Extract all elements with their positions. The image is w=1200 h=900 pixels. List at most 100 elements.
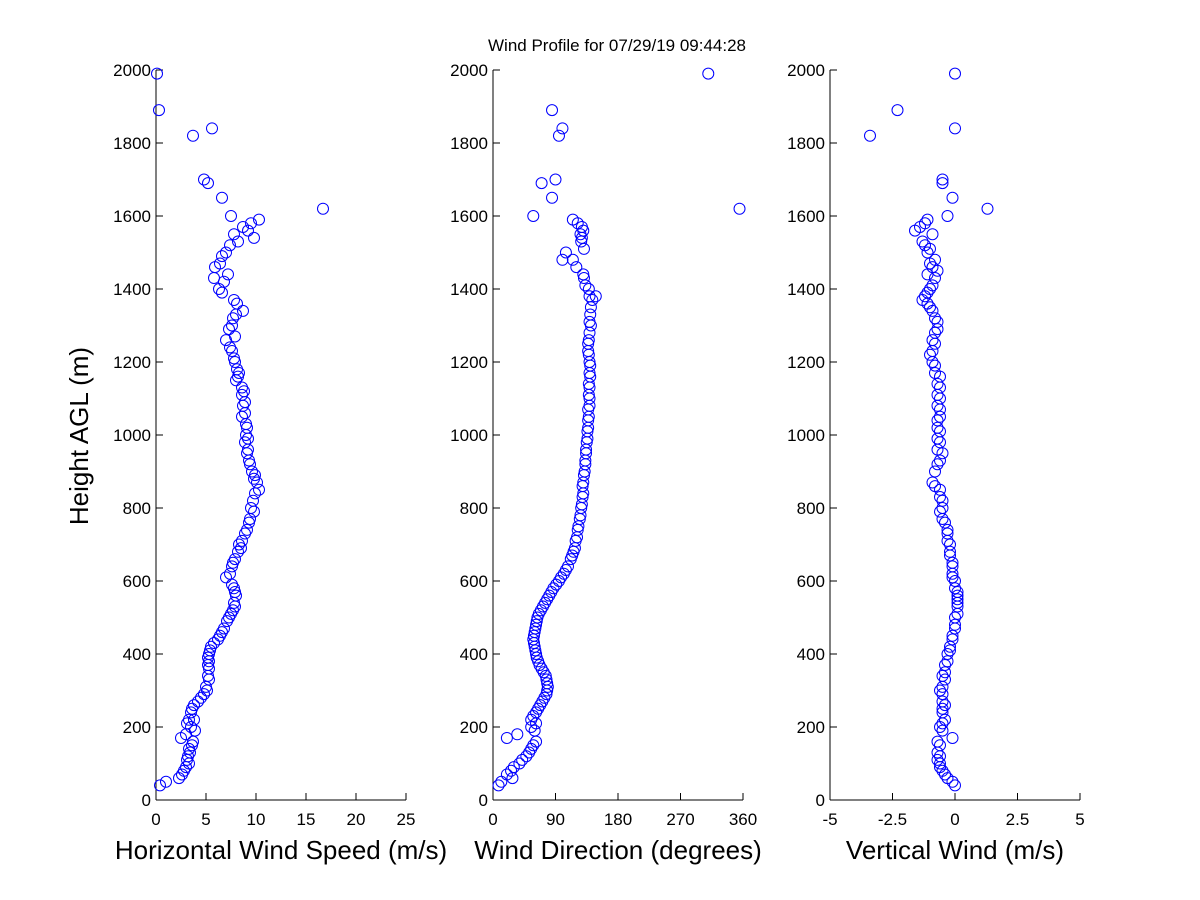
data-point bbox=[208, 637, 220, 650]
data-point bbox=[233, 366, 245, 379]
y-tick-label: 1200 bbox=[450, 353, 488, 372]
data-point bbox=[924, 348, 936, 361]
data-point bbox=[527, 210, 540, 222]
x-tick-label: -5 bbox=[822, 810, 837, 829]
data-point bbox=[185, 706, 197, 719]
data-point bbox=[546, 191, 559, 204]
x-tick-label: 5 bbox=[201, 810, 210, 829]
data-point bbox=[939, 673, 951, 686]
data-point bbox=[220, 334, 232, 347]
x-tick-label: 2.5 bbox=[1006, 810, 1030, 829]
y-tick-label: 2000 bbox=[113, 61, 151, 80]
data-point bbox=[934, 410, 946, 423]
data-point bbox=[239, 436, 251, 449]
data-point bbox=[530, 648, 543, 660]
data-point bbox=[249, 487, 261, 500]
data-point bbox=[500, 731, 513, 744]
data-point bbox=[539, 596, 552, 609]
data-point bbox=[566, 213, 579, 226]
data-point bbox=[534, 604, 547, 617]
data-point bbox=[929, 272, 941, 285]
data-point bbox=[248, 505, 260, 518]
data-point bbox=[864, 129, 876, 142]
data-point bbox=[534, 699, 547, 712]
data-point bbox=[566, 253, 579, 266]
y-tick-label: 1400 bbox=[787, 280, 825, 299]
data-point bbox=[926, 345, 939, 358]
x-tick-label: 0 bbox=[950, 810, 959, 829]
x-tick-label: -2.5 bbox=[878, 810, 907, 829]
data-point bbox=[924, 242, 936, 255]
data-point bbox=[931, 377, 944, 390]
data-point bbox=[545, 585, 558, 598]
data-point bbox=[202, 177, 214, 190]
data-point bbox=[212, 633, 224, 646]
data-point bbox=[227, 556, 239, 569]
data-point bbox=[247, 494, 259, 507]
data-point bbox=[926, 304, 939, 317]
data-point bbox=[931, 753, 944, 766]
y-tick-label: 1000 bbox=[787, 426, 825, 445]
data-point bbox=[934, 392, 946, 405]
data-point bbox=[541, 593, 554, 606]
data-point bbox=[183, 757, 195, 770]
data-point bbox=[175, 731, 187, 744]
y-tick-label: 600 bbox=[460, 572, 488, 591]
data-point bbox=[549, 173, 562, 186]
data-point bbox=[936, 717, 949, 730]
data-point bbox=[936, 669, 949, 682]
data-point bbox=[224, 239, 236, 252]
data-point bbox=[205, 640, 217, 653]
data-point bbox=[981, 202, 994, 215]
data-point bbox=[213, 283, 225, 295]
data-point bbox=[235, 542, 247, 555]
y-tick-label: 200 bbox=[123, 718, 151, 737]
data-point bbox=[934, 684, 946, 697]
data-point bbox=[931, 458, 944, 471]
data-point bbox=[492, 779, 505, 792]
y-tick-label: 1800 bbox=[787, 134, 825, 153]
data-point bbox=[939, 699, 951, 712]
data-point bbox=[230, 374, 242, 387]
data-point bbox=[929, 359, 941, 372]
data-point bbox=[220, 246, 232, 259]
data-point bbox=[934, 739, 946, 752]
data-point bbox=[936, 512, 949, 525]
data-point bbox=[242, 224, 254, 237]
data-point bbox=[231, 297, 243, 310]
data-point bbox=[160, 775, 172, 788]
data-point bbox=[926, 228, 939, 241]
x-tick-label: 25 bbox=[397, 810, 416, 829]
data-point bbox=[195, 691, 207, 704]
data-point bbox=[201, 684, 213, 697]
data-point bbox=[523, 746, 536, 759]
y-tick-label: 1800 bbox=[450, 134, 488, 153]
data-point bbox=[540, 688, 553, 701]
x-tick-label: 5 bbox=[1075, 810, 1084, 829]
data-point bbox=[525, 721, 538, 733]
data-point bbox=[536, 695, 549, 708]
data-point bbox=[229, 585, 241, 598]
data-point bbox=[891, 104, 904, 117]
data-point bbox=[198, 173, 210, 186]
data-point bbox=[541, 680, 554, 693]
data-point bbox=[153, 104, 165, 117]
data-point bbox=[227, 312, 239, 325]
y-tick-label: 400 bbox=[460, 645, 488, 664]
data-point bbox=[936, 764, 949, 777]
y-tick-label: 800 bbox=[460, 499, 488, 518]
x-tick-label: 90 bbox=[546, 810, 565, 829]
data-point bbox=[939, 666, 951, 679]
data-point bbox=[223, 323, 235, 336]
y-tick-label: 800 bbox=[123, 499, 151, 518]
y-tick-label: 200 bbox=[460, 718, 488, 737]
data-point bbox=[535, 662, 548, 675]
data-point bbox=[586, 293, 599, 306]
y-tick-label: 1400 bbox=[450, 280, 488, 299]
data-point bbox=[934, 381, 946, 394]
data-point bbox=[232, 235, 244, 248]
data-point bbox=[939, 713, 951, 726]
data-point bbox=[242, 432, 254, 445]
data-point bbox=[537, 666, 550, 679]
